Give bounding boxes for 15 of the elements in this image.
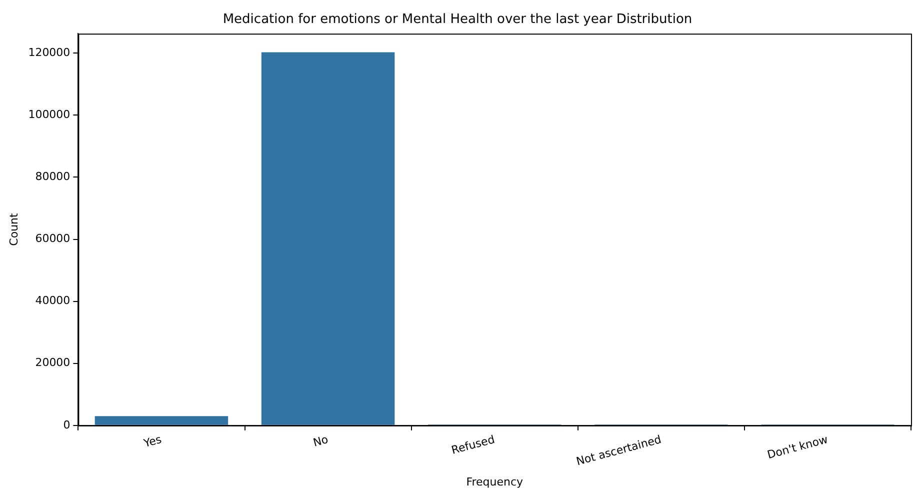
bar <box>261 52 395 425</box>
y-tick-label: 80000 <box>35 170 70 184</box>
y-tick-label: 40000 <box>35 294 70 308</box>
y-tick-label: 100000 <box>28 108 70 122</box>
y-axis-title: Count <box>7 212 20 246</box>
y-tick-label: 20000 <box>35 356 70 370</box>
y-tick-label: 60000 <box>35 232 70 246</box>
y-tick-label: 120000 <box>28 46 70 60</box>
chart-title: Medication for emotions or Mental Health over the last year Distribution <box>222 12 692 28</box>
x-axis-title: Frequency <box>466 475 524 488</box>
y-tick-label: 0 <box>63 418 70 432</box>
x-tick-label: Don't know <box>766 432 830 462</box>
bar <box>94 416 228 425</box>
x-tick-label: No <box>312 432 330 450</box>
x-tick-label: Yes <box>142 432 164 450</box>
